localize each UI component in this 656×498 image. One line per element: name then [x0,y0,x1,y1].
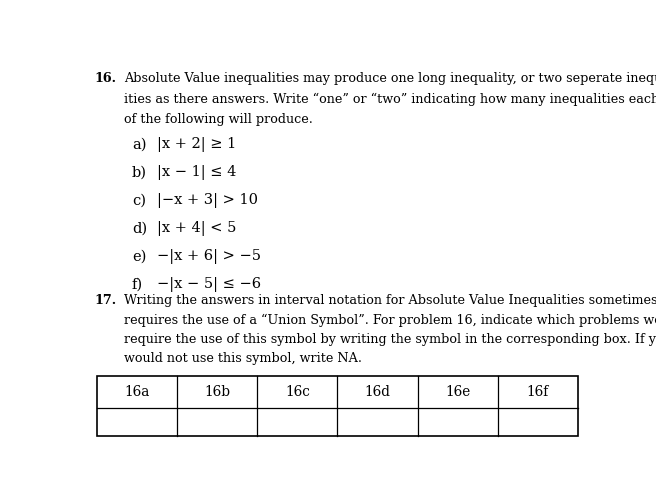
Text: requires the use of a “Union Symbol”. For problem 16, indicate which problems wo: requires the use of a “Union Symbol”. Fo… [124,314,656,327]
Text: c): c) [132,193,146,207]
Text: would not use this symbol, write NA.: would not use this symbol, write NA. [124,352,362,365]
Text: −|x + 6| > −5: −|x + 6| > −5 [157,249,261,264]
Text: 16d: 16d [365,385,390,399]
Text: 17.: 17. [94,294,117,307]
Text: 16a: 16a [125,385,150,399]
Text: a): a) [132,137,146,151]
Text: 16b: 16b [205,385,230,399]
Text: 16f: 16f [527,385,549,399]
Text: |x + 2| ≥ 1: |x + 2| ≥ 1 [157,137,237,152]
Text: −|x − 5| ≤ −6: −|x − 5| ≤ −6 [157,277,261,292]
Text: require the use of this symbol by writing the symbol in the corresponding box. I: require the use of this symbol by writin… [124,333,656,346]
Text: d): d) [132,221,147,235]
Text: 16.: 16. [94,72,117,85]
Text: Absolute Value inequalities may produce one long inequality, or two seperate ine: Absolute Value inequalities may produce … [124,72,656,85]
Text: Writing the answers in interval notation for Absolute Value Inequalities sometim: Writing the answers in interval notation… [124,294,656,307]
Text: |−x + 3| > 10: |−x + 3| > 10 [157,193,258,208]
Text: |x + 4| < 5: |x + 4| < 5 [157,221,237,236]
Text: 16e: 16e [445,385,470,399]
Text: b): b) [132,165,147,179]
Text: ities as there answers. Write “one” or “two” indicating how many inequalities ea: ities as there answers. Write “one” or “… [124,93,656,106]
Text: 16c: 16c [285,385,310,399]
Text: |x − 1| ≤ 4: |x − 1| ≤ 4 [157,165,237,180]
Text: e): e) [132,249,146,263]
Bar [97,376,578,436]
Text: of the following will produce.: of the following will produce. [124,114,313,126]
Text: f): f) [132,277,143,291]
